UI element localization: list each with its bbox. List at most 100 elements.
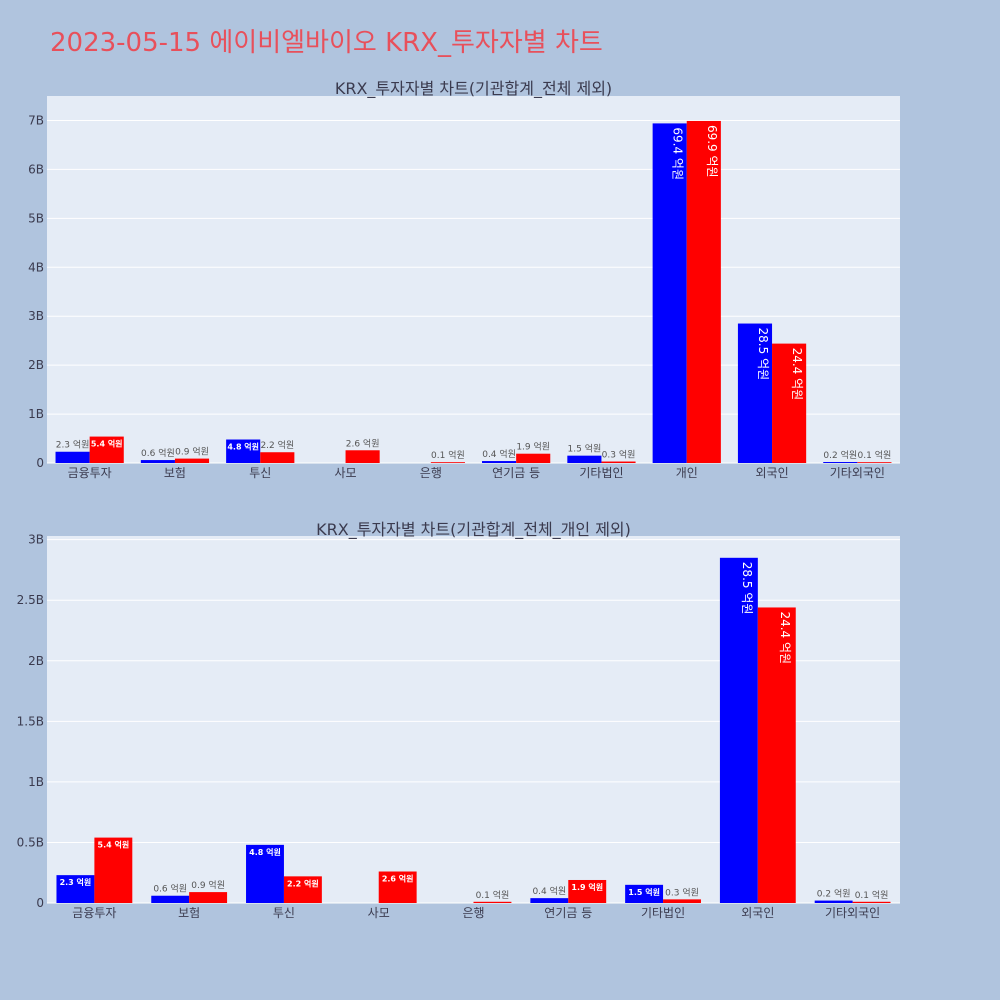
data-label: 69.4 억원	[671, 127, 685, 180]
chart-title: KRX_투자자별 차트(기관합계_전체 제외)	[335, 79, 612, 99]
bar	[226, 439, 261, 463]
x-tick-label: 기타외국인	[830, 466, 885, 480]
data-label: 0.6 억원	[141, 447, 175, 459]
x-tick-label: 보험	[178, 906, 200, 920]
data-label: 1.5 억원	[628, 887, 660, 897]
bar	[663, 899, 701, 903]
data-label: 5.4 억원	[98, 840, 130, 850]
x-tick-label: 개인	[676, 466, 698, 480]
data-label: 1.5 억원	[568, 443, 602, 455]
y-tick-label: 0.5B	[17, 835, 44, 849]
data-label: 5.4 억원	[91, 439, 123, 449]
bar	[625, 884, 664, 903]
data-label: 28.5 억원	[756, 328, 770, 381]
y-tick-label: 2B	[28, 358, 44, 372]
bar	[94, 837, 133, 903]
page-title: 2023-05-15 에이비엘바이오 KRX_투자자별 차트	[50, 28, 603, 58]
bar	[567, 455, 602, 463]
x-tick-label: 은행	[462, 905, 484, 920]
y-tick-label: 1B	[28, 775, 44, 789]
bar	[189, 892, 228, 903]
bar	[823, 462, 858, 463]
bar	[56, 875, 95, 903]
y-tick-label: 6B	[28, 162, 44, 176]
data-label: 0.1 억원	[858, 449, 892, 461]
data-label: 0.1 억원	[431, 449, 465, 461]
y-tick-label: 3B	[28, 533, 44, 547]
data-label: 2.3 억원	[60, 877, 92, 887]
chart-2: 0 0.5B 1B 1.5B 2B 2.5B 3B KRX_투자자별 차트(기관합계_전체_개…	[17, 520, 900, 920]
bar	[857, 462, 892, 463]
data-label: 1.9 억원	[516, 441, 550, 453]
y-tick-label: 2B	[28, 654, 44, 668]
x-tick-label: 기타외국인	[825, 906, 880, 920]
data-label: 0.2 억원	[817, 888, 851, 900]
x-tick-label: 사모	[368, 906, 390, 920]
x-tick-label: 기타법인	[641, 906, 685, 920]
x-tick-label: 금융투자	[72, 906, 116, 920]
data-label: 0.9 억원	[191, 879, 225, 891]
x-tick-label: 연기금 등	[492, 466, 540, 480]
data-label: 0.4 억원	[532, 885, 566, 897]
data-label: 4.8 억원	[227, 442, 259, 452]
data-label: 0.4 억원	[482, 448, 516, 460]
y-tick-label: 0	[36, 456, 44, 470]
bar	[345, 450, 380, 463]
x-tick-label: 투신	[273, 906, 295, 920]
data-label: 2.6 억원	[346, 437, 380, 449]
bar	[852, 901, 891, 903]
y-tick-label: 1.5B	[17, 714, 44, 728]
bar	[686, 120, 721, 464]
bar	[260, 452, 295, 463]
bar	[482, 461, 517, 463]
data-label: 2.6 억원	[382, 874, 414, 884]
bar	[757, 607, 796, 903]
bar	[378, 871, 417, 903]
data-label: 0.1 억원	[855, 889, 889, 901]
data-label: 24.4 억원	[778, 611, 792, 664]
bar	[772, 343, 807, 463]
bar	[601, 461, 636, 463]
chart-1: 0 1B 2B 3B 4B 5B 6B 7B KRX_투자자별 차트(기관합계_전체 제외) 금융…	[28, 79, 900, 480]
bar	[530, 898, 569, 903]
data-label: 0.3 억원	[665, 886, 699, 898]
bar	[151, 895, 190, 903]
bar	[737, 323, 773, 463]
chart-title: KRX_투자자별 차트(기관합계_전체_개인 제외)	[316, 520, 631, 540]
bar	[652, 123, 687, 464]
y-tick-label: 7B	[28, 113, 44, 127]
bar	[55, 451, 90, 463]
x-tick-label: 연기금 등	[544, 906, 592, 920]
y-tick-label: 0	[36, 896, 44, 910]
bar	[473, 901, 512, 903]
bar	[719, 557, 758, 903]
data-label: 0.1 억원	[476, 889, 510, 901]
bar	[283, 876, 322, 903]
bar	[246, 844, 284, 903]
x-tick-label: 보험	[164, 466, 186, 480]
data-label: 4.8 억원	[249, 847, 281, 857]
bar	[814, 900, 853, 903]
data-label: 2.3 억원	[56, 439, 90, 451]
y-tick-label: 5B	[28, 211, 44, 225]
x-tick-label: 금융투자	[68, 466, 112, 480]
x-tick-label: 외국인	[741, 906, 774, 920]
y-tick-label: 4B	[28, 260, 44, 274]
bar	[89, 436, 124, 463]
x-tick-label: 투신	[249, 466, 271, 480]
data-label: 69.9 억원	[705, 125, 719, 178]
y-tick-label: 1B	[28, 407, 44, 421]
data-label: 0.3 억원	[602, 449, 636, 461]
bar	[140, 460, 175, 463]
bar	[174, 458, 210, 463]
data-label: 1.9 억원	[571, 882, 603, 892]
x-tick-label: 은행	[420, 465, 442, 480]
y-tick-label: 3B	[28, 309, 44, 323]
bar	[430, 462, 465, 463]
data-label: 0.6 억원	[153, 883, 187, 895]
x-tick-label: 사모	[335, 466, 357, 480]
data-label: 0.9 억원	[175, 446, 209, 458]
x-tick-label: 기타법인	[579, 466, 623, 480]
bar	[568, 879, 607, 903]
